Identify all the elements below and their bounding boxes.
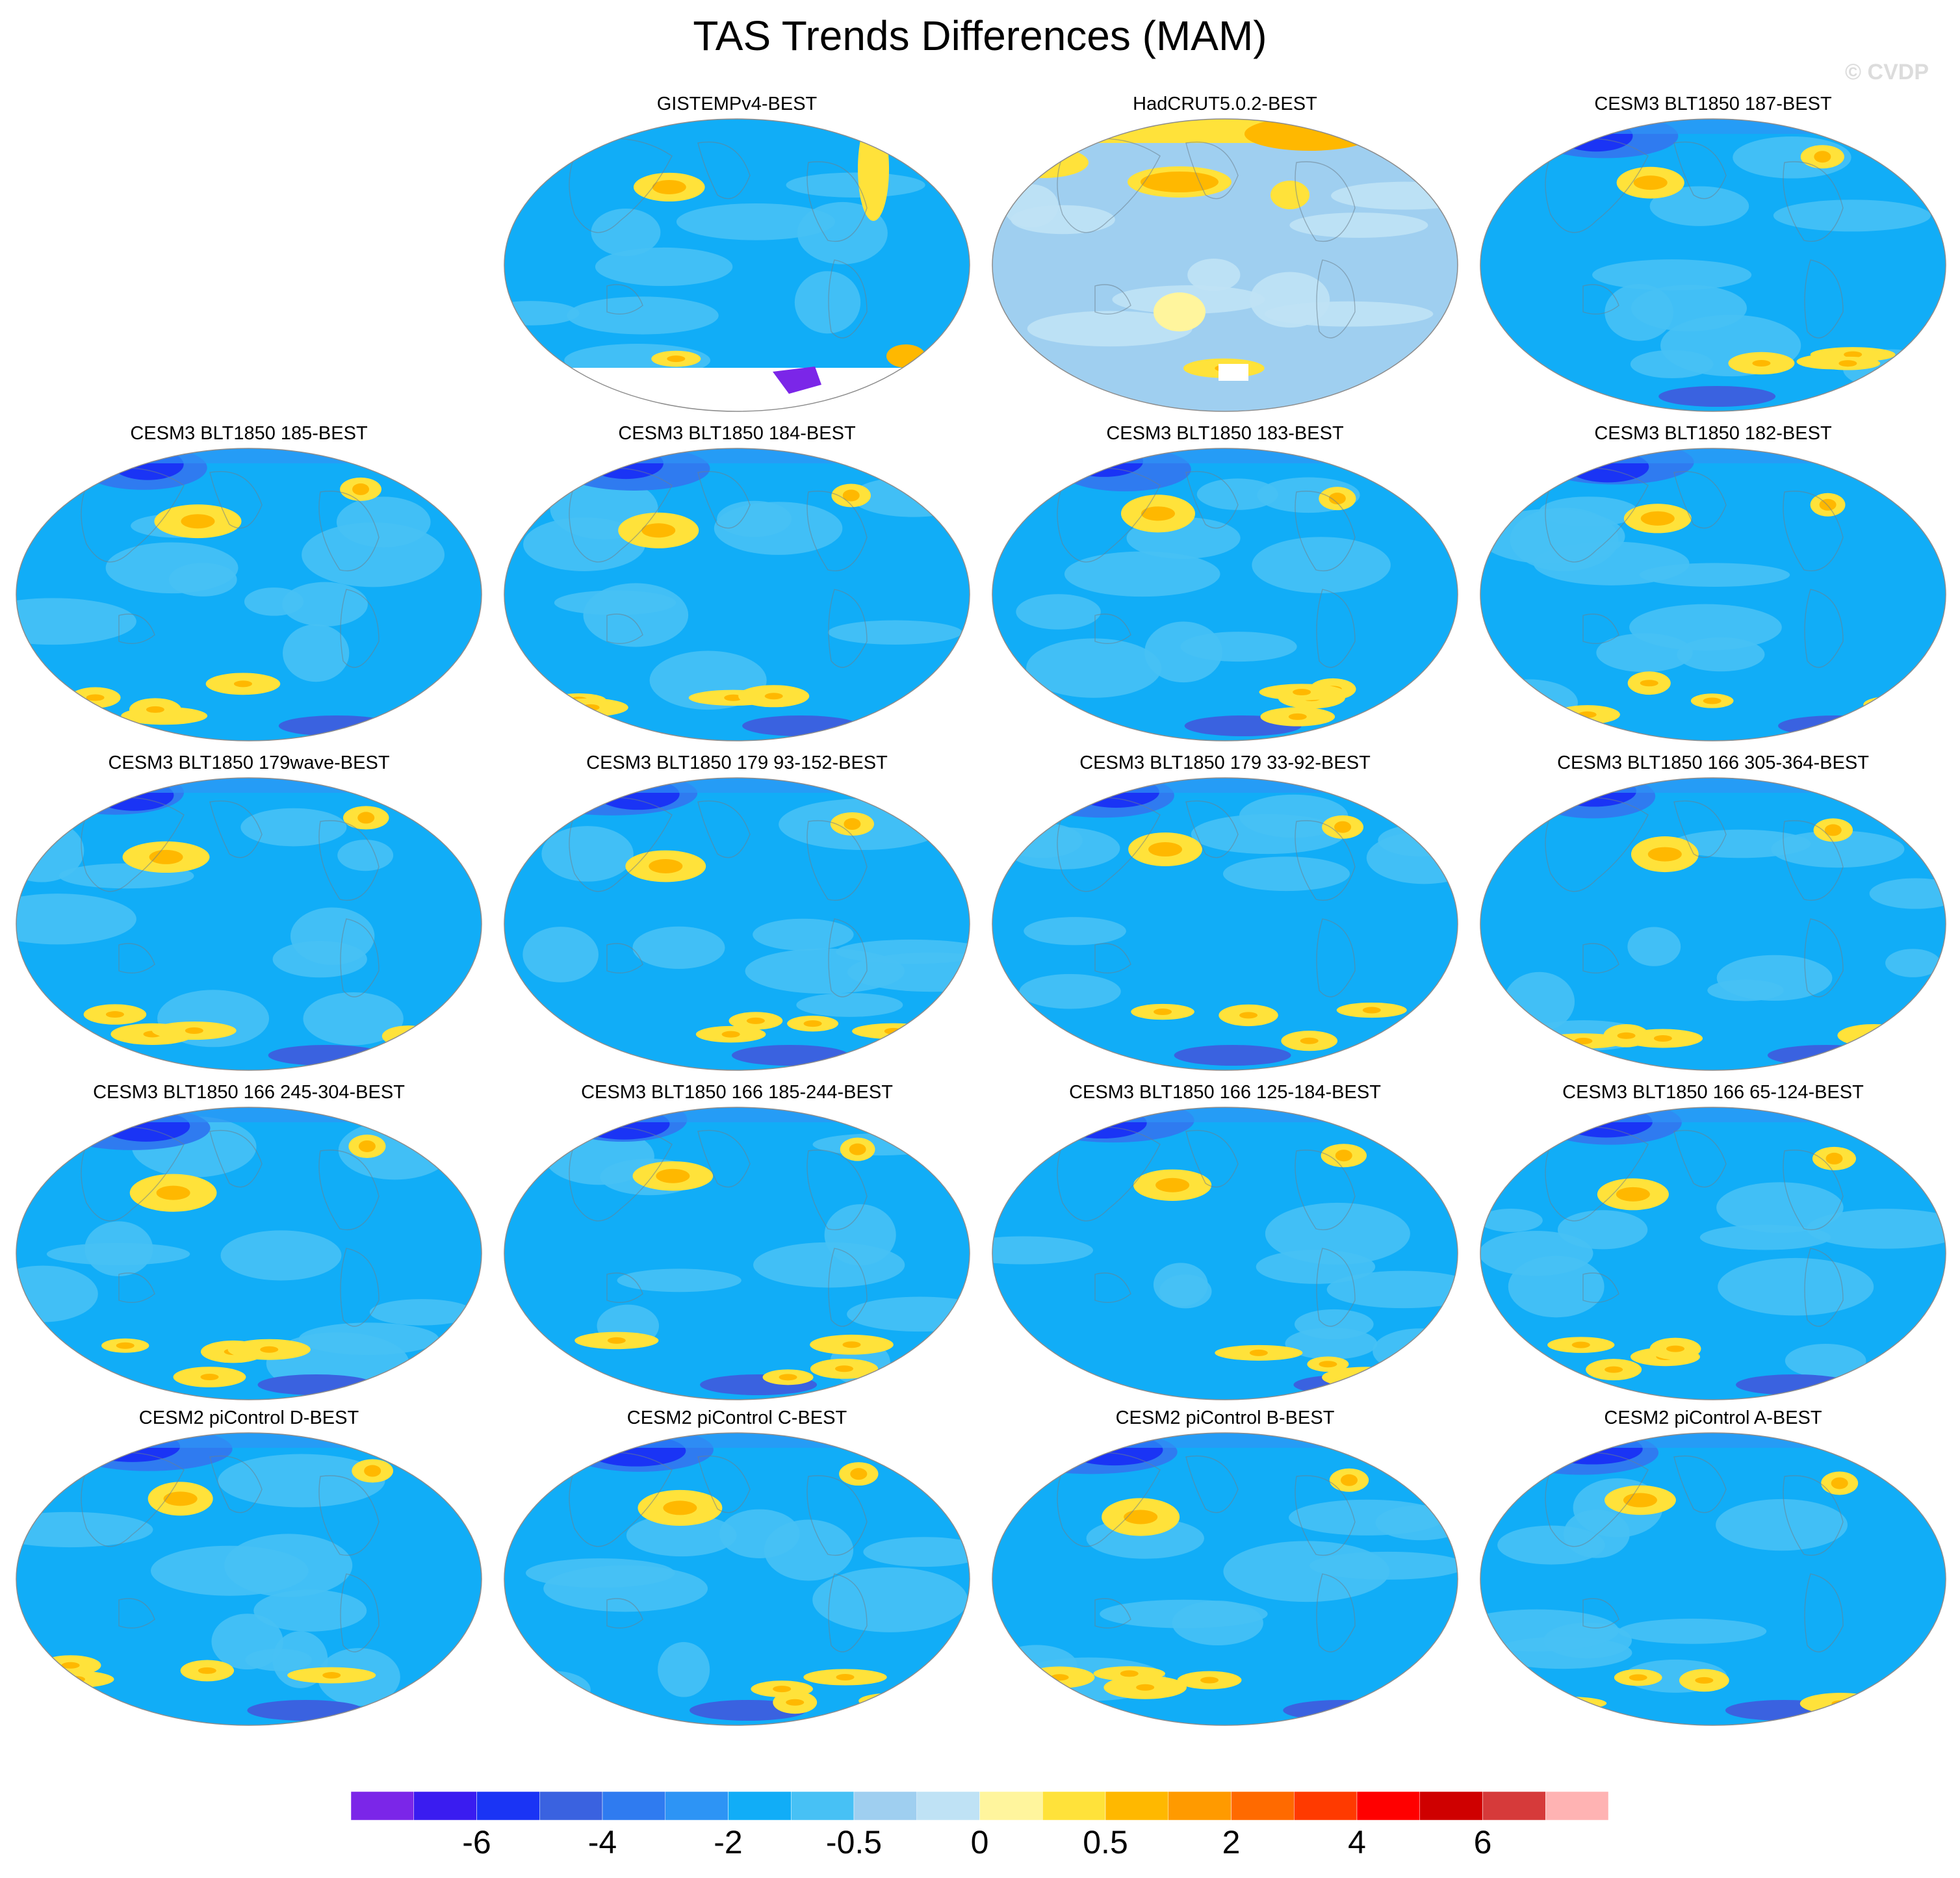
map-panel: CESM3 BLT1850 166 65-124-BEST (1469, 1079, 1957, 1402)
map-panel-title: CESM3 BLT1850 183-BEST (1106, 423, 1344, 444)
colorbar-tick-label: 4 (1348, 1824, 1366, 1860)
robinson-map (992, 1432, 1458, 1726)
map-panel: CESM2 piControl C-BEST (493, 1405, 981, 1727)
colorbar-swatch (1231, 1792, 1295, 1820)
colorbar-swatch (1168, 1792, 1231, 1820)
robinson-map (16, 1432, 482, 1726)
robinson-map (1480, 1107, 1946, 1400)
map-panel: CESM2 piControl D-BEST (5, 1405, 493, 1727)
robinson-map (1480, 1432, 1946, 1726)
colorbar-labels: -6 -4 -2 -0.5 0 0.5 2 4 6 (351, 1823, 1608, 1869)
map-panel-title: CESM3 BLT1850 166 125-184-BEST (1069, 1082, 1381, 1103)
map-panel-title: CESM3 BLT1850 166 65-124-BEST (1562, 1082, 1864, 1103)
robinson-map (1480, 777, 1946, 1071)
colorbar-tick-label: -4 (587, 1824, 617, 1860)
map-panel-title: CESM2 piControl C-BEST (626, 1408, 847, 1428)
map-panel-title: CESM3 BLT1850 179 93-152-BEST (586, 752, 888, 773)
robinson-map (992, 1107, 1458, 1400)
colorbar-tick-label: -6 (462, 1824, 491, 1860)
map-panel: CESM3 BLT1850 185-BEST (5, 420, 493, 743)
colorbar-tick-label: -0.5 (825, 1824, 883, 1860)
map-panel-title: CESM3 BLT1850 184-BEST (618, 423, 856, 444)
map-panel: CESM3 BLT1850 166 245-304-BEST (5, 1079, 493, 1402)
robinson-map (16, 777, 482, 1071)
robinson-map (992, 118, 1458, 412)
map-panel: HadCRUT5.0.2-BEST (981, 91, 1469, 413)
map-panel-title: CESM3 BLT1850 182-BEST (1594, 423, 1832, 444)
robinson-map (16, 448, 482, 741)
colorbar-swatch (853, 1792, 917, 1820)
colorbar-swatch (791, 1792, 855, 1820)
colorbar-tick-label: 0.5 (1083, 1824, 1128, 1860)
colorbar-swatch (728, 1792, 792, 1820)
figure-title: TAS Trends Differences (MAM) (693, 12, 1267, 59)
map-panel: GISTEMPv4-BEST (493, 91, 981, 413)
map-panel-title: CESM3 BLT1850 185-BEST (130, 423, 368, 444)
colorbar-swatch (1294, 1792, 1358, 1820)
map-panel: CESM3 BLT1850 187-BEST (1469, 91, 1957, 413)
map-panel: CESM3 BLT1850 179 33-92-BEST (981, 750, 1469, 1072)
robinson-map (1480, 118, 1946, 412)
map-panel-title: CESM3 BLT1850 166 245-304-BEST (93, 1082, 405, 1103)
map-panel: CESM3 BLT1850 166 185-244-BEST (493, 1079, 981, 1402)
colorbar-swatch (665, 1792, 729, 1820)
map-panel-title: CESM2 piControl B-BEST (1115, 1408, 1335, 1428)
robinson-map (504, 118, 970, 412)
map-panel-title: GISTEMPv4-BEST (656, 94, 818, 114)
robinson-map (1480, 448, 1946, 741)
map-panel-title: CESM3 BLT1850 187-BEST (1594, 94, 1832, 114)
colorbar-swatch (1419, 1792, 1483, 1820)
colorbar-swatch (979, 1792, 1043, 1820)
colorbar-tick-label: -2 (714, 1824, 743, 1860)
robinson-map (992, 448, 1458, 741)
map-panel-title: CESM3 BLT1850 166 305-364-BEST (1557, 752, 1869, 773)
cvdp-watermark: © CVDP (1845, 60, 1929, 84)
colorbar-swatch (1482, 1792, 1546, 1820)
map-panel-title: HadCRUT5.0.2-BEST (1133, 94, 1317, 114)
colorbar-swatch (1105, 1792, 1168, 1820)
robinson-map (504, 777, 970, 1071)
robinson-map (16, 1107, 482, 1400)
colorbar-tick-label: 0 (970, 1824, 989, 1860)
robinson-map (504, 1107, 970, 1400)
map-panel-title: CESM3 BLT1850 166 185-244-BEST (581, 1082, 893, 1103)
colorbar-swatch (1042, 1792, 1106, 1820)
colorbar-swatch (351, 1792, 414, 1820)
colorbar-swatch (476, 1792, 540, 1820)
map-panel: CESM3 BLT1850 166 125-184-BEST (981, 1079, 1469, 1402)
colorbar-swatch (916, 1792, 980, 1820)
colorbar-swatch (1545, 1792, 1608, 1820)
colorbar-swatch (413, 1792, 477, 1820)
colorbar (351, 1792, 1608, 1820)
map-panel: CESM3 BLT1850 182-BEST (1469, 420, 1957, 743)
map-panel: CESM2 piControl B-BEST (981, 1405, 1469, 1727)
map-panel: CESM2 piControl A-BEST (1469, 1405, 1957, 1727)
colorbar-swatches (351, 1792, 1608, 1820)
map-panel: CESM3 BLT1850 179wave-BEST (5, 750, 493, 1072)
map-panel: CESM3 BLT1850 183-BEST (981, 420, 1469, 743)
map-panel-title: CESM3 BLT1850 179wave-BEST (108, 752, 390, 773)
colorbar-swatch (602, 1792, 665, 1820)
robinson-map (504, 1432, 970, 1726)
colorbar-swatch (539, 1792, 603, 1820)
map-panel: CESM3 BLT1850 184-BEST (493, 420, 981, 743)
map-panel: CESM3 BLT1850 179 93-152-BEST (493, 750, 981, 1072)
colorbar-tick-label: 2 (1222, 1824, 1241, 1860)
colorbar-tick-label: 6 (1473, 1824, 1492, 1860)
map-panel-title: CESM2 piControl A-BEST (1604, 1408, 1822, 1428)
map-panel-title: CESM2 piControl D-BEST (138, 1408, 359, 1428)
robinson-map (504, 448, 970, 741)
colorbar-swatch (1356, 1792, 1420, 1820)
map-panel: CESM3 BLT1850 166 305-364-BEST (1469, 750, 1957, 1072)
map-panel-title: CESM3 BLT1850 179 33-92-BEST (1079, 752, 1371, 773)
robinson-map (992, 777, 1458, 1071)
